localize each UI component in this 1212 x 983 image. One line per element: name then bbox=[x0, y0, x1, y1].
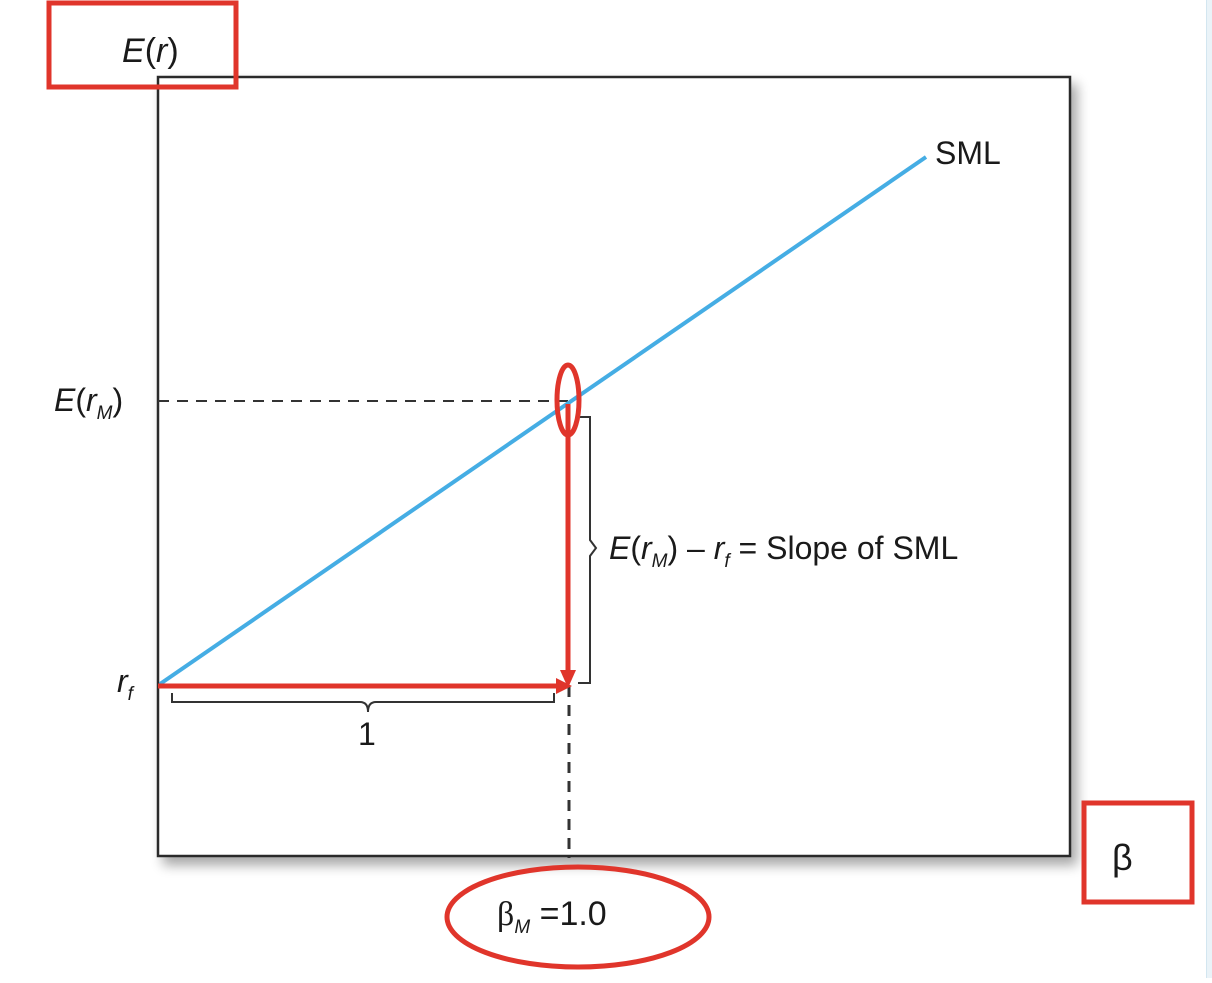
sml-line bbox=[158, 155, 928, 686]
plot-frame bbox=[156, 75, 1072, 858]
y-axis-label-highlight bbox=[46, 0, 239, 90]
sml-label: SML bbox=[935, 135, 1001, 171]
market-beta-label: βM =1.0 bbox=[497, 895, 607, 938]
market-point-highlight bbox=[554, 362, 582, 438]
run-brace bbox=[171, 693, 555, 713]
slope-annotation: E(rM) – rf = Slope of SML bbox=[609, 530, 958, 572]
risk-free-label: rf bbox=[117, 663, 135, 705]
market-return-label: E(rM) bbox=[54, 382, 123, 424]
run-label: 1 bbox=[358, 716, 376, 752]
rise-bracket bbox=[578, 416, 598, 684]
rise-arrowhead bbox=[560, 670, 576, 688]
y-axis-label: E(r) bbox=[122, 32, 179, 70]
run-arrowhead bbox=[556, 678, 572, 694]
right-edge-strip bbox=[1206, 0, 1212, 978]
market-beta-highlight bbox=[444, 864, 712, 970]
x-axis-label-highlight bbox=[1081, 800, 1195, 905]
x-axis-label: β bbox=[1112, 837, 1133, 878]
